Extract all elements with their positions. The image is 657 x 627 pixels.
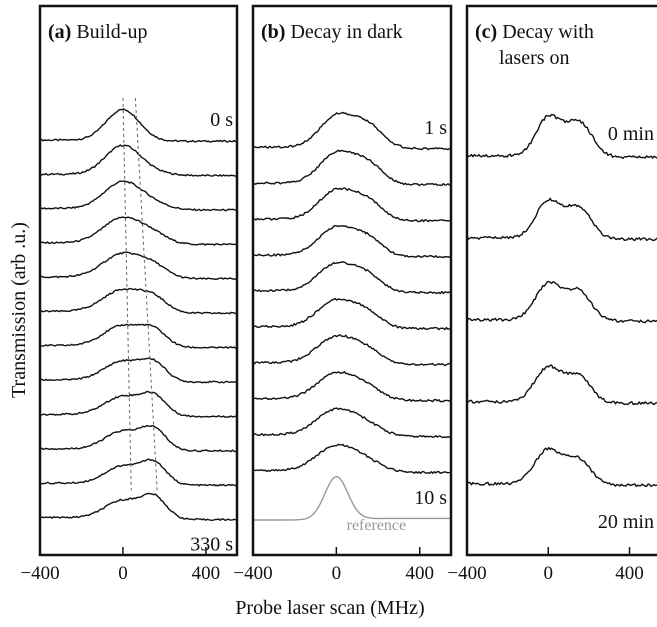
trace-c-1 — [467, 197, 657, 242]
trace-b-4 — [253, 261, 451, 295]
trace-b-1 — [253, 149, 451, 187]
x-tick-label-c-1: 0 — [544, 563, 554, 584]
trace-b-2 — [253, 187, 451, 223]
trace-a-0 — [40, 108, 237, 143]
panel-b: reference (b) Decay in dark 1 s 10 s −400 0 40… — [233, 4, 453, 584]
trace-c-3 — [467, 364, 657, 406]
trace-label-c-1: 20 min — [598, 511, 654, 533]
peak-guide-1 — [134, 97, 158, 491]
x-tick-label-c-2: 400 — [615, 563, 644, 584]
reference-trace — [253, 476, 451, 521]
peak-guide-0 — [122, 97, 132, 491]
x-tick-label-b-1: 0 — [332, 563, 342, 584]
y-axis-label: Transmission (arb .u.) — [8, 222, 30, 398]
panel-title-line2-c: lasers on — [499, 47, 570, 69]
trace-a-11 — [40, 492, 237, 521]
trace-label-b-1: 10 s — [414, 487, 447, 509]
trace-a-4 — [40, 251, 237, 281]
x-axis-label: Probe laser scan (MHz) — [235, 597, 424, 619]
x-tick-label-c-0: −400 — [447, 563, 486, 584]
trace-label-a-0: 0 s — [210, 109, 233, 131]
trace-a-2 — [40, 180, 237, 212]
trace-b-6 — [253, 334, 451, 367]
x-tick-label-a-2: 400 — [192, 563, 221, 584]
trace-label-a-1: 330 s — [190, 533, 233, 555]
trace-c-2 — [467, 280, 657, 324]
panel-title-b: (b) Decay in dark — [261, 21, 403, 43]
trace-b-8 — [253, 407, 451, 439]
trace-label-b-0: 1 s — [424, 117, 447, 139]
trace-a-3 — [40, 216, 237, 246]
trace-a-10 — [40, 458, 237, 487]
x-tick-label-a-0: −400 — [20, 563, 59, 584]
trace-b-7 — [253, 371, 451, 403]
trace-b-9 — [253, 443, 451, 475]
panel-title-a: (a) Build-up — [48, 21, 147, 43]
trace-b-0 — [253, 111, 451, 151]
trace-a-6 — [40, 323, 237, 349]
trace-a-5 — [40, 287, 237, 315]
trace-c-0 — [467, 113, 657, 160]
trace-a-7 — [40, 357, 237, 384]
panel-frame-b — [251, 4, 453, 557]
panel-c: (c) Decay with lasers on 0 min 20 min −400 0 4… — [447, 4, 657, 584]
trace-b-3 — [253, 225, 451, 259]
trace-a-9 — [40, 424, 237, 453]
trace-label-c-0: 0 min — [608, 123, 654, 145]
panel-frame-c — [465, 4, 657, 557]
panel-frame-a — [38, 4, 239, 557]
trace-c-4 — [467, 446, 657, 488]
panel-a: (a) Build-up 0 s 330 s −400 0 400 — [20, 4, 239, 584]
panel-title-c: (c) Decay with — [475, 21, 594, 43]
x-tick-label-b-2: 400 — [405, 563, 434, 584]
reference-label: reference — [347, 517, 407, 534]
x-tick-label-a-1: 0 — [118, 563, 128, 584]
x-tick-label-b-0: −400 — [233, 563, 272, 584]
trace-a-8 — [40, 390, 237, 418]
trace-b-5 — [253, 297, 451, 331]
